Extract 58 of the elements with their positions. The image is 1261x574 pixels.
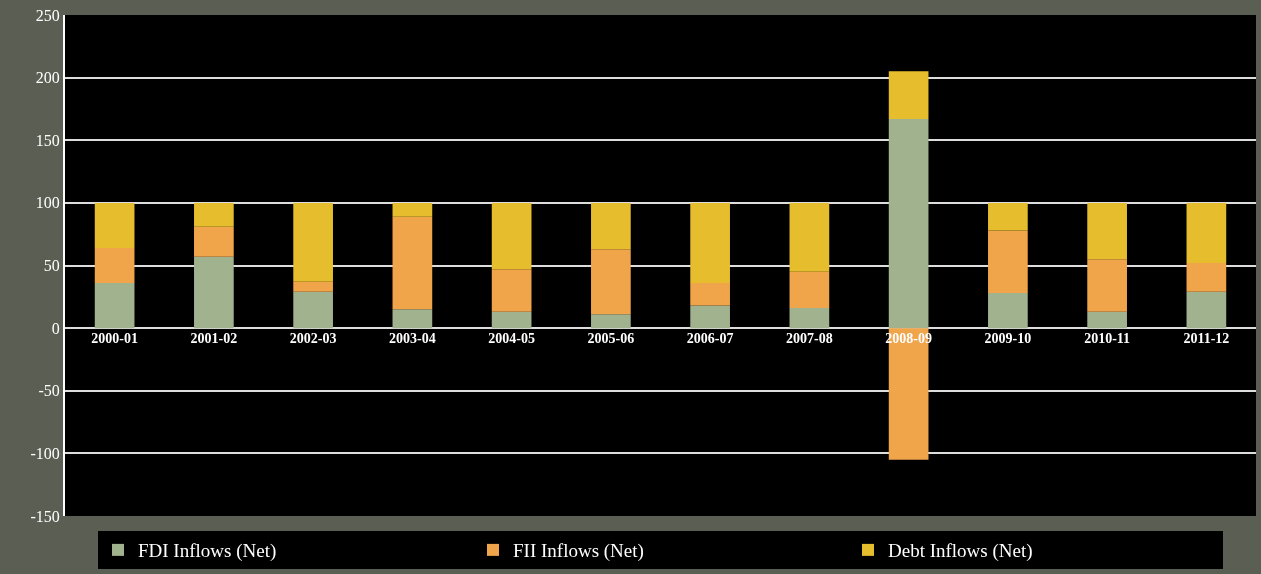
x-tick-label: 2003-04 <box>389 331 436 347</box>
x-tick-label: 2000-01 <box>91 331 138 347</box>
x-tick-label: 2001-02 <box>190 331 238 347</box>
bar <box>1186 202 1227 263</box>
y-tick-label: -150 <box>30 507 60 525</box>
bar <box>392 216 433 310</box>
bar <box>194 256 234 329</box>
x-tick-label: 2007-08 <box>786 331 833 347</box>
bar <box>1186 291 1227 329</box>
x-tick-label: 2006-07 <box>686 331 734 347</box>
bar <box>1087 259 1127 312</box>
bar <box>690 283 730 306</box>
bar <box>392 202 433 217</box>
x-tick-label: 2011-12 <box>1183 331 1230 347</box>
y-tick-label: 0 <box>51 319 60 337</box>
bar <box>1087 202 1127 260</box>
bar <box>591 249 631 315</box>
legend-label: FII Inflows (Net) <box>513 540 644 563</box>
bar <box>789 271 830 309</box>
bar <box>888 71 929 119</box>
x-tick-label: 2004-05 <box>488 331 535 347</box>
x-tick-label: 2005-06 <box>587 331 635 347</box>
bar <box>988 293 1028 329</box>
legend-label: FDI Inflows (Net) <box>138 540 277 563</box>
bar <box>293 281 333 292</box>
bar <box>491 269 532 312</box>
y-tick-label: 150 <box>35 131 60 149</box>
bar <box>988 202 1028 231</box>
bar <box>888 118 929 329</box>
y-tick-label: 50 <box>43 257 60 275</box>
bar <box>690 202 730 284</box>
bar <box>194 202 234 227</box>
y-tick-label: 200 <box>35 69 60 87</box>
bar <box>690 305 730 329</box>
y-tick-label: -50 <box>38 382 60 400</box>
bar <box>591 314 631 329</box>
bar <box>293 291 333 329</box>
y-tick-label: -100 <box>30 444 60 462</box>
x-tick-label: 2002-03 <box>289 331 337 347</box>
x-tick-label: 2010-11 <box>1084 331 1131 347</box>
bar <box>491 202 532 270</box>
bar <box>94 202 135 248</box>
legend-label: Debt Inflows (Net) <box>888 540 1033 563</box>
bar <box>194 226 234 257</box>
y-tick-label: 100 <box>35 194 60 212</box>
bar <box>789 202 830 272</box>
bar <box>789 308 830 329</box>
bar <box>591 202 631 250</box>
bar <box>988 230 1028 294</box>
bar <box>392 309 433 329</box>
bar <box>94 247 135 284</box>
bar <box>1087 311 1127 329</box>
bar <box>94 283 135 329</box>
y-tick-label: 250 <box>35 6 60 24</box>
bar <box>491 311 532 329</box>
bar <box>1186 263 1227 292</box>
x-tick-label: 2009-10 <box>984 331 1032 347</box>
bar <box>293 202 333 282</box>
